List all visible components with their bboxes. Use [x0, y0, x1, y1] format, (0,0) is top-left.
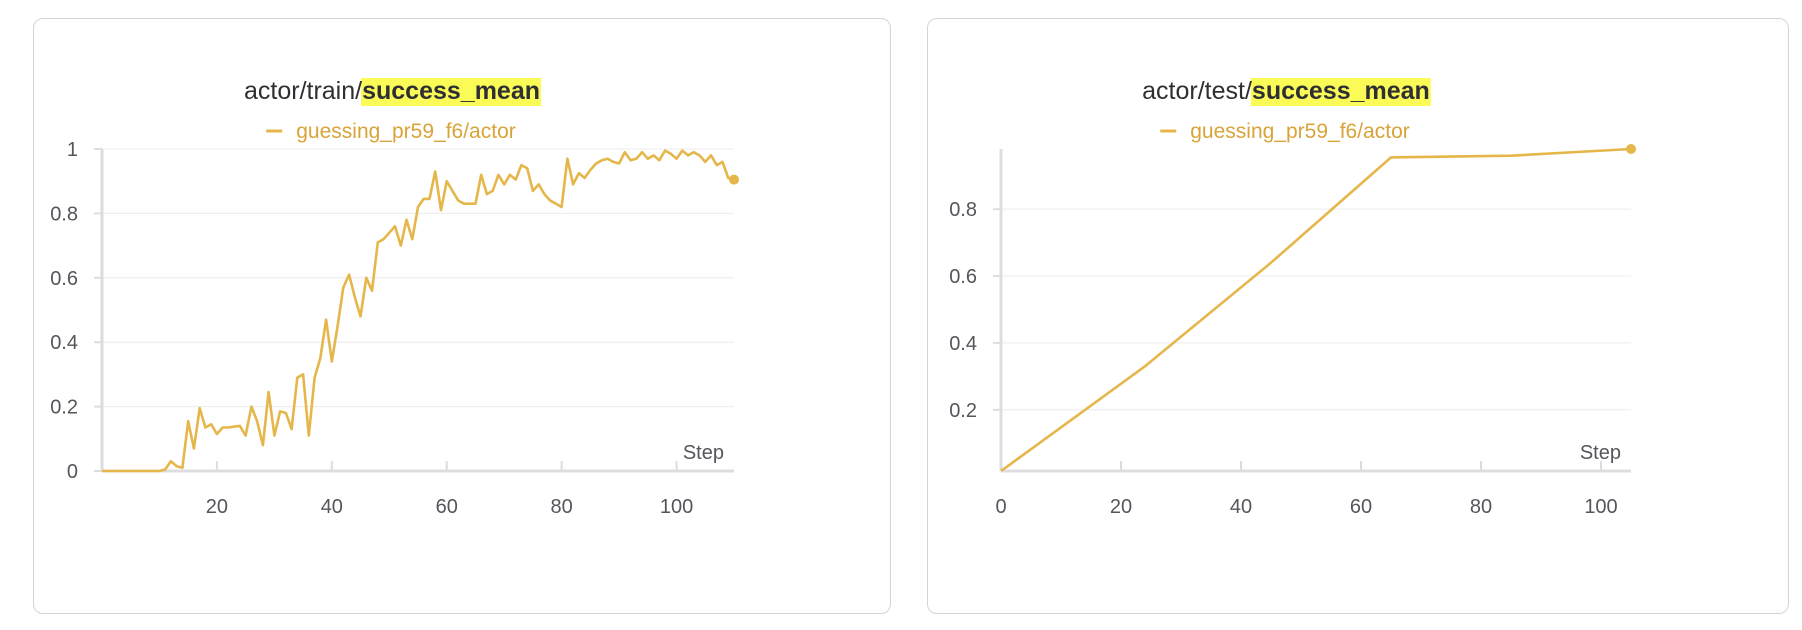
x-tick-label: 40	[1230, 496, 1252, 518]
x-axis-label: Step	[1580, 442, 1621, 464]
chart-panel-test: actor/test/success_mean guessing_pr59_f6/…	[927, 18, 1789, 614]
series-end-point	[729, 174, 739, 185]
chart-title: actor/test/success_mean	[1142, 77, 1430, 105]
legend-label: guessing_pr59_f6/actor	[1190, 120, 1410, 143]
legend: guessing_pr59_f6/actor	[266, 120, 516, 143]
y-tick-label: 0.4	[50, 332, 78, 354]
x-tick-label: 100	[660, 496, 693, 518]
y-tick-label: 0.2	[50, 397, 78, 419]
y-tick-label: 0.6	[949, 266, 977, 288]
x-tick-label: 40	[321, 496, 343, 518]
y-tick-label: 0.6	[50, 268, 78, 290]
series-line	[1000, 147, 1632, 473]
x-axis-label: Step	[683, 442, 724, 464]
x-tick-label: 80	[551, 496, 573, 518]
x-tick-label: 100	[1584, 496, 1617, 518]
chart-title-prefix: actor/train/	[244, 77, 362, 105]
x-tick-label: 20	[206, 496, 228, 518]
legend: guessing_pr59_f6/actor	[1160, 120, 1410, 143]
chart-title-highlight: success_mean	[362, 77, 540, 105]
x-tick-label: 80	[1470, 496, 1492, 518]
chart-train: actor/train/success_mean guessing_pr59_f6…	[50, 77, 739, 518]
x-tick-label: 60	[1350, 496, 1372, 518]
y-tick-label: 0.2	[949, 400, 977, 422]
chart-title: actor/train/success_mean	[244, 77, 540, 105]
y-tick-label: 0.8	[949, 199, 977, 221]
series-line	[102, 149, 735, 473]
chart-test: actor/test/success_mean guessing_pr59_f6/…	[949, 77, 1636, 518]
title-highlight-box	[361, 78, 542, 106]
legend-label: guessing_pr59_f6/actor	[296, 120, 516, 143]
chart-title-highlight: success_mean	[1252, 77, 1430, 105]
y-tick-label: 0.4	[949, 333, 977, 355]
y-tick-label: 0.8	[50, 203, 78, 225]
y-tick-label: 0	[67, 461, 78, 483]
x-tick-label: 60	[436, 496, 458, 518]
title-highlight-box	[1250, 78, 1431, 106]
x-tick-label: 0	[995, 496, 1006, 518]
chart-panel-train: actor/train/success_mean guessing_pr59_f6…	[33, 18, 891, 614]
y-tick-label: 1	[67, 139, 78, 161]
x-tick-label: 20	[1110, 496, 1132, 518]
series-end-point	[1626, 144, 1636, 154]
chart-title-prefix: actor/test/	[1142, 77, 1252, 105]
